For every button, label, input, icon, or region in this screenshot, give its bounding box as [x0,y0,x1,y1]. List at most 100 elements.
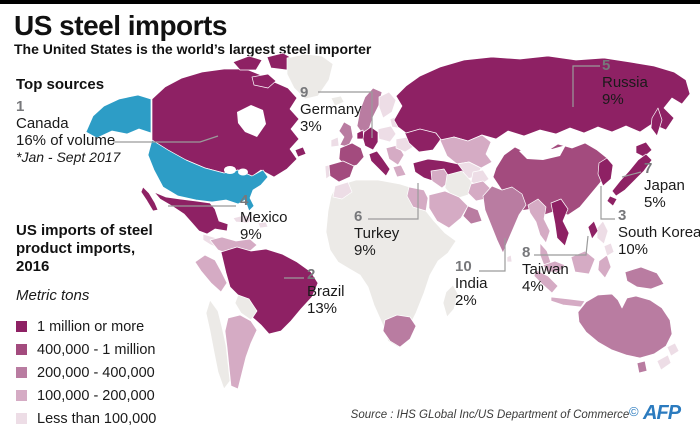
indonesia-borneo [570,250,596,275]
legend-swatch-3 [16,367,27,378]
label-canada: 1 Canada 16% of volume *Jan - Sept 2017 [16,98,120,166]
name-japan: Japan [644,177,685,194]
country-mongolia [519,145,566,160]
page-title: US steel imports [14,10,227,41]
label-taiwan: 8 Taiwan 4% [522,244,569,295]
japan-honshu [611,153,653,197]
country-taiwan [587,220,599,240]
name-taiwan: Taiwan [522,261,569,278]
new-zealand-north [666,342,680,357]
caribbean-islands [257,221,269,229]
period-note: *Jan - Sept 2017 [16,149,121,165]
pct-south-korea: 10% [618,241,649,258]
rank-mexico: 4 [240,192,249,209]
legend-item: Less than 100,000 [16,407,186,430]
indonesia-sumatra [533,269,559,294]
top-rule [0,0,700,4]
philippines-south [603,242,615,257]
name-brazil: Brazil [307,283,345,300]
indonesia-sulawesi [597,254,612,279]
rank-russia: 5 [602,57,611,74]
country-greenland [286,53,334,100]
legend-label-5: Less than 100,000 [37,410,157,427]
country-mexico [153,191,229,235]
legend-item: 400,000 - 1 million [16,338,186,361]
afp-wordmark: AFP [643,402,681,424]
label-turkey: 6 Turkey 9% [354,208,399,259]
country-united-states [147,139,269,212]
country-vietnam [550,198,570,247]
copyright-symbol: © [629,404,639,419]
region-south-america [194,236,319,390]
country-kazakhstan [439,134,493,169]
country-argentina [224,314,258,390]
value-canada: 16% of volume [16,132,116,149]
label-japan: 7 Japan 5% [644,160,685,211]
legend-swatch-2 [16,344,27,355]
great-lakes [238,168,248,176]
region-oceania [577,293,680,374]
mexico-baja [140,186,159,212]
rank-germany: 9 [300,84,309,101]
indonesia-java [550,296,586,308]
name-canada: Canada [16,115,69,132]
country-ireland [330,136,340,148]
country-myanmar [527,198,551,244]
pct-mexico: 9% [240,226,262,243]
name-russia: Russia [602,74,648,91]
russia-sakhalin [650,107,663,137]
pct-taiwan: 4% [522,278,544,295]
connector-russia [572,65,600,107]
legend-label-4: 100,000 - 200,000 [37,387,155,404]
pct-brazil: 13% [307,300,338,317]
japan-kyushu [606,195,618,207]
label-germany: 9 Germany 3% [300,84,362,135]
canada-newfoundland [294,146,307,158]
pct-india: 2% [455,292,477,309]
country-spain [328,160,355,183]
country-iceland [330,95,345,107]
country-saudi-arabia [428,190,469,229]
canada-arctic-island [232,55,263,71]
country-sri-lanka [506,254,513,263]
country-australia [577,293,673,359]
legend-label-1: 1 million or more [37,318,145,335]
connector-germany [318,91,373,138]
connector-taiwan [534,235,589,256]
connector-japan [621,171,642,178]
label-mexico: 4 Mexico 9% [240,192,288,243]
label-india: 10 India 2% [455,258,488,309]
japan-hokkaido [635,141,653,158]
country-poland [377,125,397,143]
australia-tasmania [636,360,648,374]
name-turkey: Turkey [354,225,400,242]
new-guinea [624,266,665,290]
pct-japan: 5% [644,194,666,211]
pct-germany: 3% [300,118,322,135]
connector-india [479,238,506,272]
legend: US imports of steel product imports, 201… [16,222,186,430]
country-south-korea [597,157,614,187]
source-credit: Source : IHS GLobal Inc/US Department of… [350,409,630,421]
hudson-bay [237,105,266,137]
top-sources-heading: Top sources [16,76,105,93]
legend-swatch-5 [16,413,27,424]
rank-taiwan: 8 [522,244,531,261]
connector-turkey [368,183,419,220]
country-iran [444,170,474,200]
connector-south-korea [600,186,615,220]
country-cuba [232,214,256,224]
label-south-korea: 3 South Korea 10% [618,207,700,258]
pct-turkey: 9% [354,242,376,259]
rank-turkey: 6 [354,208,363,225]
legend-item: 1 million or more [16,315,186,338]
country-italy [368,150,391,177]
legend-swatch-1 [16,321,27,332]
country-madagascar [442,284,459,318]
afp-logo: © AFP [629,402,681,425]
name-germany: Germany [300,101,362,118]
legend-item: 200,000 - 400,000 [16,361,186,384]
label-brazil: 2 Brazil 13% [307,266,345,317]
